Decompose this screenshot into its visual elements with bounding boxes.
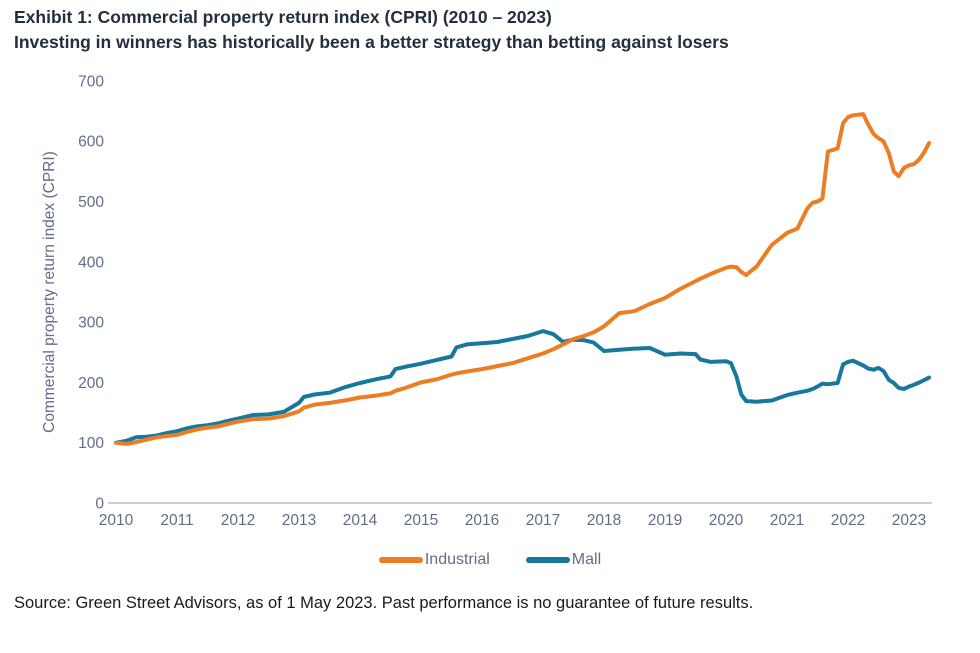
legend: Industrial Mall	[0, 551, 980, 569]
y-axis-tick: 700	[78, 73, 104, 90]
legend-item-mall: Mall	[525, 551, 602, 569]
x-axis-tick: 2022	[831, 512, 865, 529]
legend-swatch-industrial	[378, 557, 423, 563]
x-axis-tick: 2011	[160, 512, 193, 529]
exhibit-subtitle: Investing in winners has historically be…	[14, 32, 729, 52]
y-axis-tick: 200	[78, 375, 104, 392]
y-axis-tick: 300	[78, 315, 104, 332]
y-axis-tick: 400	[78, 254, 104, 271]
mall-line	[114, 329, 932, 445]
x-axis-tick: 2017	[526, 512, 560, 529]
legend-swatch-mall	[525, 557, 570, 563]
legend-label-mall: Mall	[571, 551, 602, 568]
x-axis-tick: 2014	[343, 512, 378, 529]
y-axis-tick: 0	[95, 496, 104, 513]
exhibit-title: Exhibit 1: Commercial property return in…	[14, 7, 552, 27]
y-axis-tick: 100	[78, 435, 104, 452]
title-block: Exhibit 1: Commercial property return in…	[14, 5, 964, 55]
x-axis-tick: 2013	[282, 512, 316, 529]
source-note: Source: Green Street Advisors, as of 1 M…	[14, 594, 754, 612]
industrial-line	[114, 112, 932, 446]
x-axis-tick: 2023	[892, 512, 926, 529]
y-axis-label: Commercial property return index (CPRI)	[41, 151, 58, 433]
x-axis-tick: 2012	[221, 512, 255, 529]
x-axis-tick: 2021	[770, 512, 804, 529]
y-axis-tick: 500	[78, 194, 104, 211]
legend-label-industrial: Industrial	[424, 551, 490, 568]
x-axis-tick: 2015	[404, 512, 438, 529]
x-axis-tick: 2019	[648, 512, 682, 529]
x-axis-tick: 2016	[465, 512, 499, 529]
legend-item-industrial: Industrial	[378, 551, 490, 569]
x-axis-tick: 2020	[709, 512, 744, 529]
y-axis-tick: 600	[78, 134, 104, 151]
x-axis-tick: 2018	[587, 512, 621, 529]
x-axis-tick: 2010	[99, 512, 134, 529]
